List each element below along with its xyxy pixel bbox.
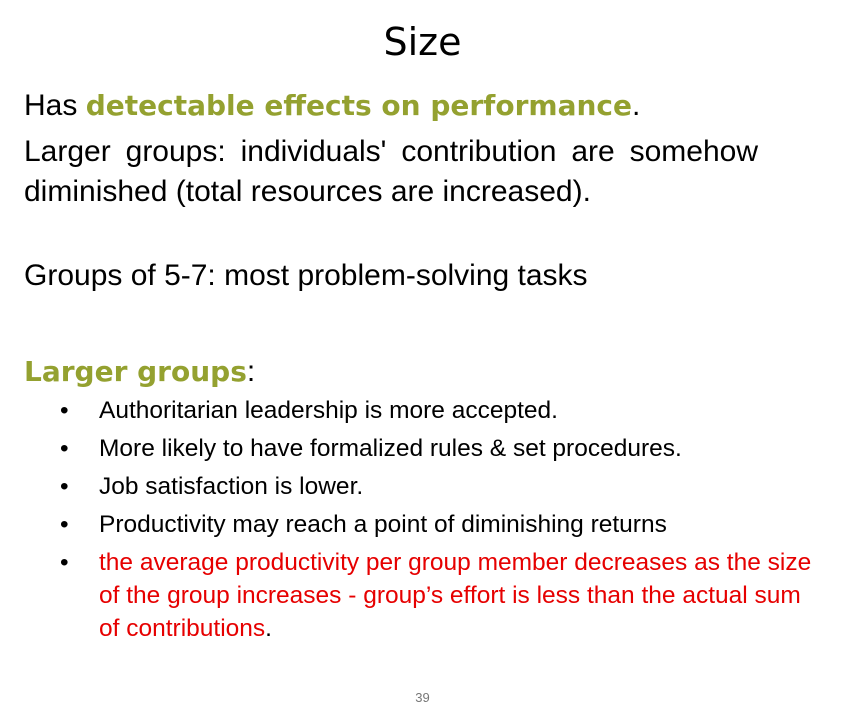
bullet-dot: •	[60, 511, 69, 538]
list-item: • Authoritarian leadership is more accep…	[0, 394, 845, 427]
list-item-emphasis: • the average productivity per group mem…	[0, 546, 845, 645]
performance-highlight: detectable effects on performance	[85, 89, 632, 122]
list-item: • Job satisfaction is lower.	[0, 470, 845, 503]
larger-groups-paragraph: Larger groups: individuals' contribution…	[24, 135, 758, 208]
performance-suffix: .	[632, 89, 641, 122]
bullet-dot: •	[60, 473, 69, 500]
performance-paragraph: Has detectable effects on performance.	[24, 86, 758, 126]
slide-title: Size	[383, 20, 462, 64]
bullet-text: More likely to have formalized rules & s…	[99, 435, 682, 462]
bullet-text: Job satisfaction is lower.	[99, 473, 364, 500]
group-size-paragraph: Groups of 5-7: most problem-solving task…	[24, 259, 588, 292]
larger-groups-bullet-list: • Authoritarian leadership is more accep…	[0, 394, 845, 650]
subheading-suffix: :	[246, 355, 256, 388]
bullet-dot: •	[60, 549, 69, 576]
emphasis-bullet-text: the average productivity per group membe…	[99, 549, 812, 642]
subheading-highlight: Larger groups	[24, 355, 247, 388]
performance-prefix: Has	[24, 89, 86, 122]
bullet-text: Productivity may reach a point of dimini…	[99, 511, 667, 538]
emphasis-bullet-tail: .	[265, 615, 272, 642]
page-number: 39	[415, 690, 430, 705]
bullet-dot: •	[60, 435, 69, 462]
list-item: • More likely to have formalized rules &…	[0, 432, 845, 465]
larger-groups-subheading: Larger groups:	[24, 352, 255, 392]
bullet-text: Authoritarian leadership is more accepte…	[99, 397, 558, 424]
list-item: • Productivity may reach a point of dimi…	[0, 508, 845, 541]
bullet-dot: •	[60, 397, 69, 424]
